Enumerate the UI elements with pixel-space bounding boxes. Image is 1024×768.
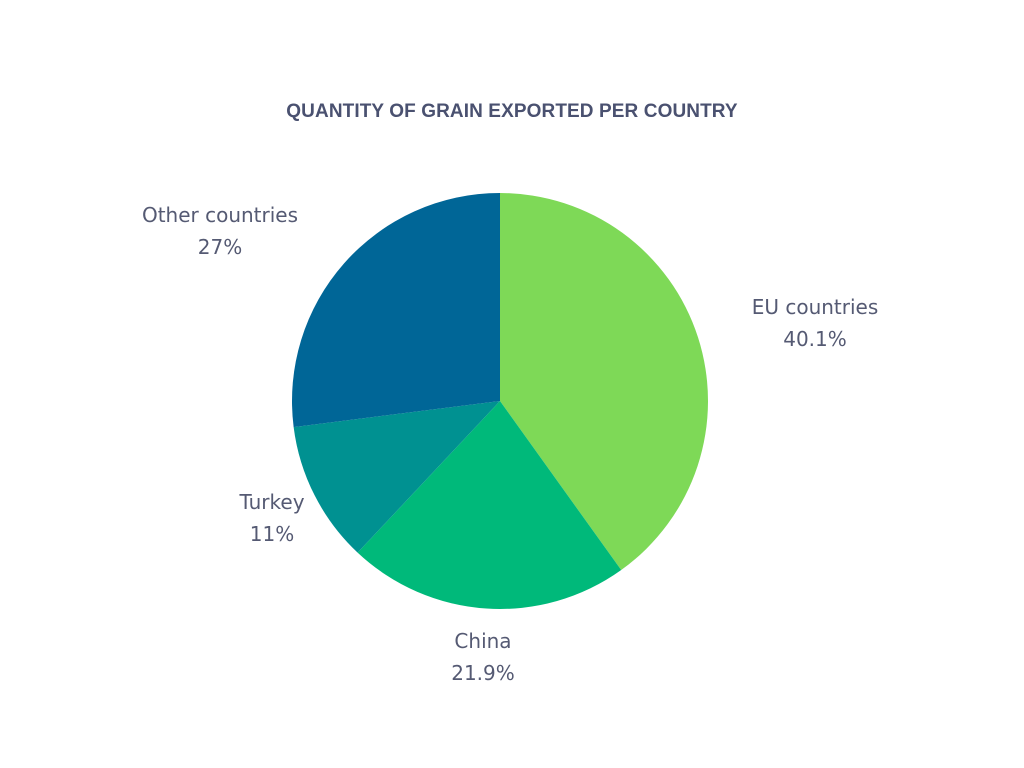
slice-percent: 40.1% [783,327,847,351]
slice-name: China [454,629,512,653]
slice-label-other-countries: Other countries 27% [120,199,320,263]
slice-name: EU countries [751,295,879,319]
pie-slice-eu-countries [500,193,708,571]
pie-slice-turkey [293,401,500,553]
slice-label-turkey: Turkey 11% [222,486,322,550]
pie-slice-other-countries [291,193,500,428]
pie-slice-china [357,401,622,610]
slice-percent: 21.9% [451,661,515,685]
slice-name: Other countries [141,203,299,227]
slice-label-eu-countries: EU countries 40.1% [735,291,895,355]
slice-percent: 27% [197,235,243,259]
slice-label-china: China 21.9% [423,625,543,689]
slice-name: Turkey [239,490,305,514]
chart-title: QUANTITY OF GRAIN EXPORTED PER COUNTRY [286,101,738,122]
slice-percent: 11% [249,522,295,546]
